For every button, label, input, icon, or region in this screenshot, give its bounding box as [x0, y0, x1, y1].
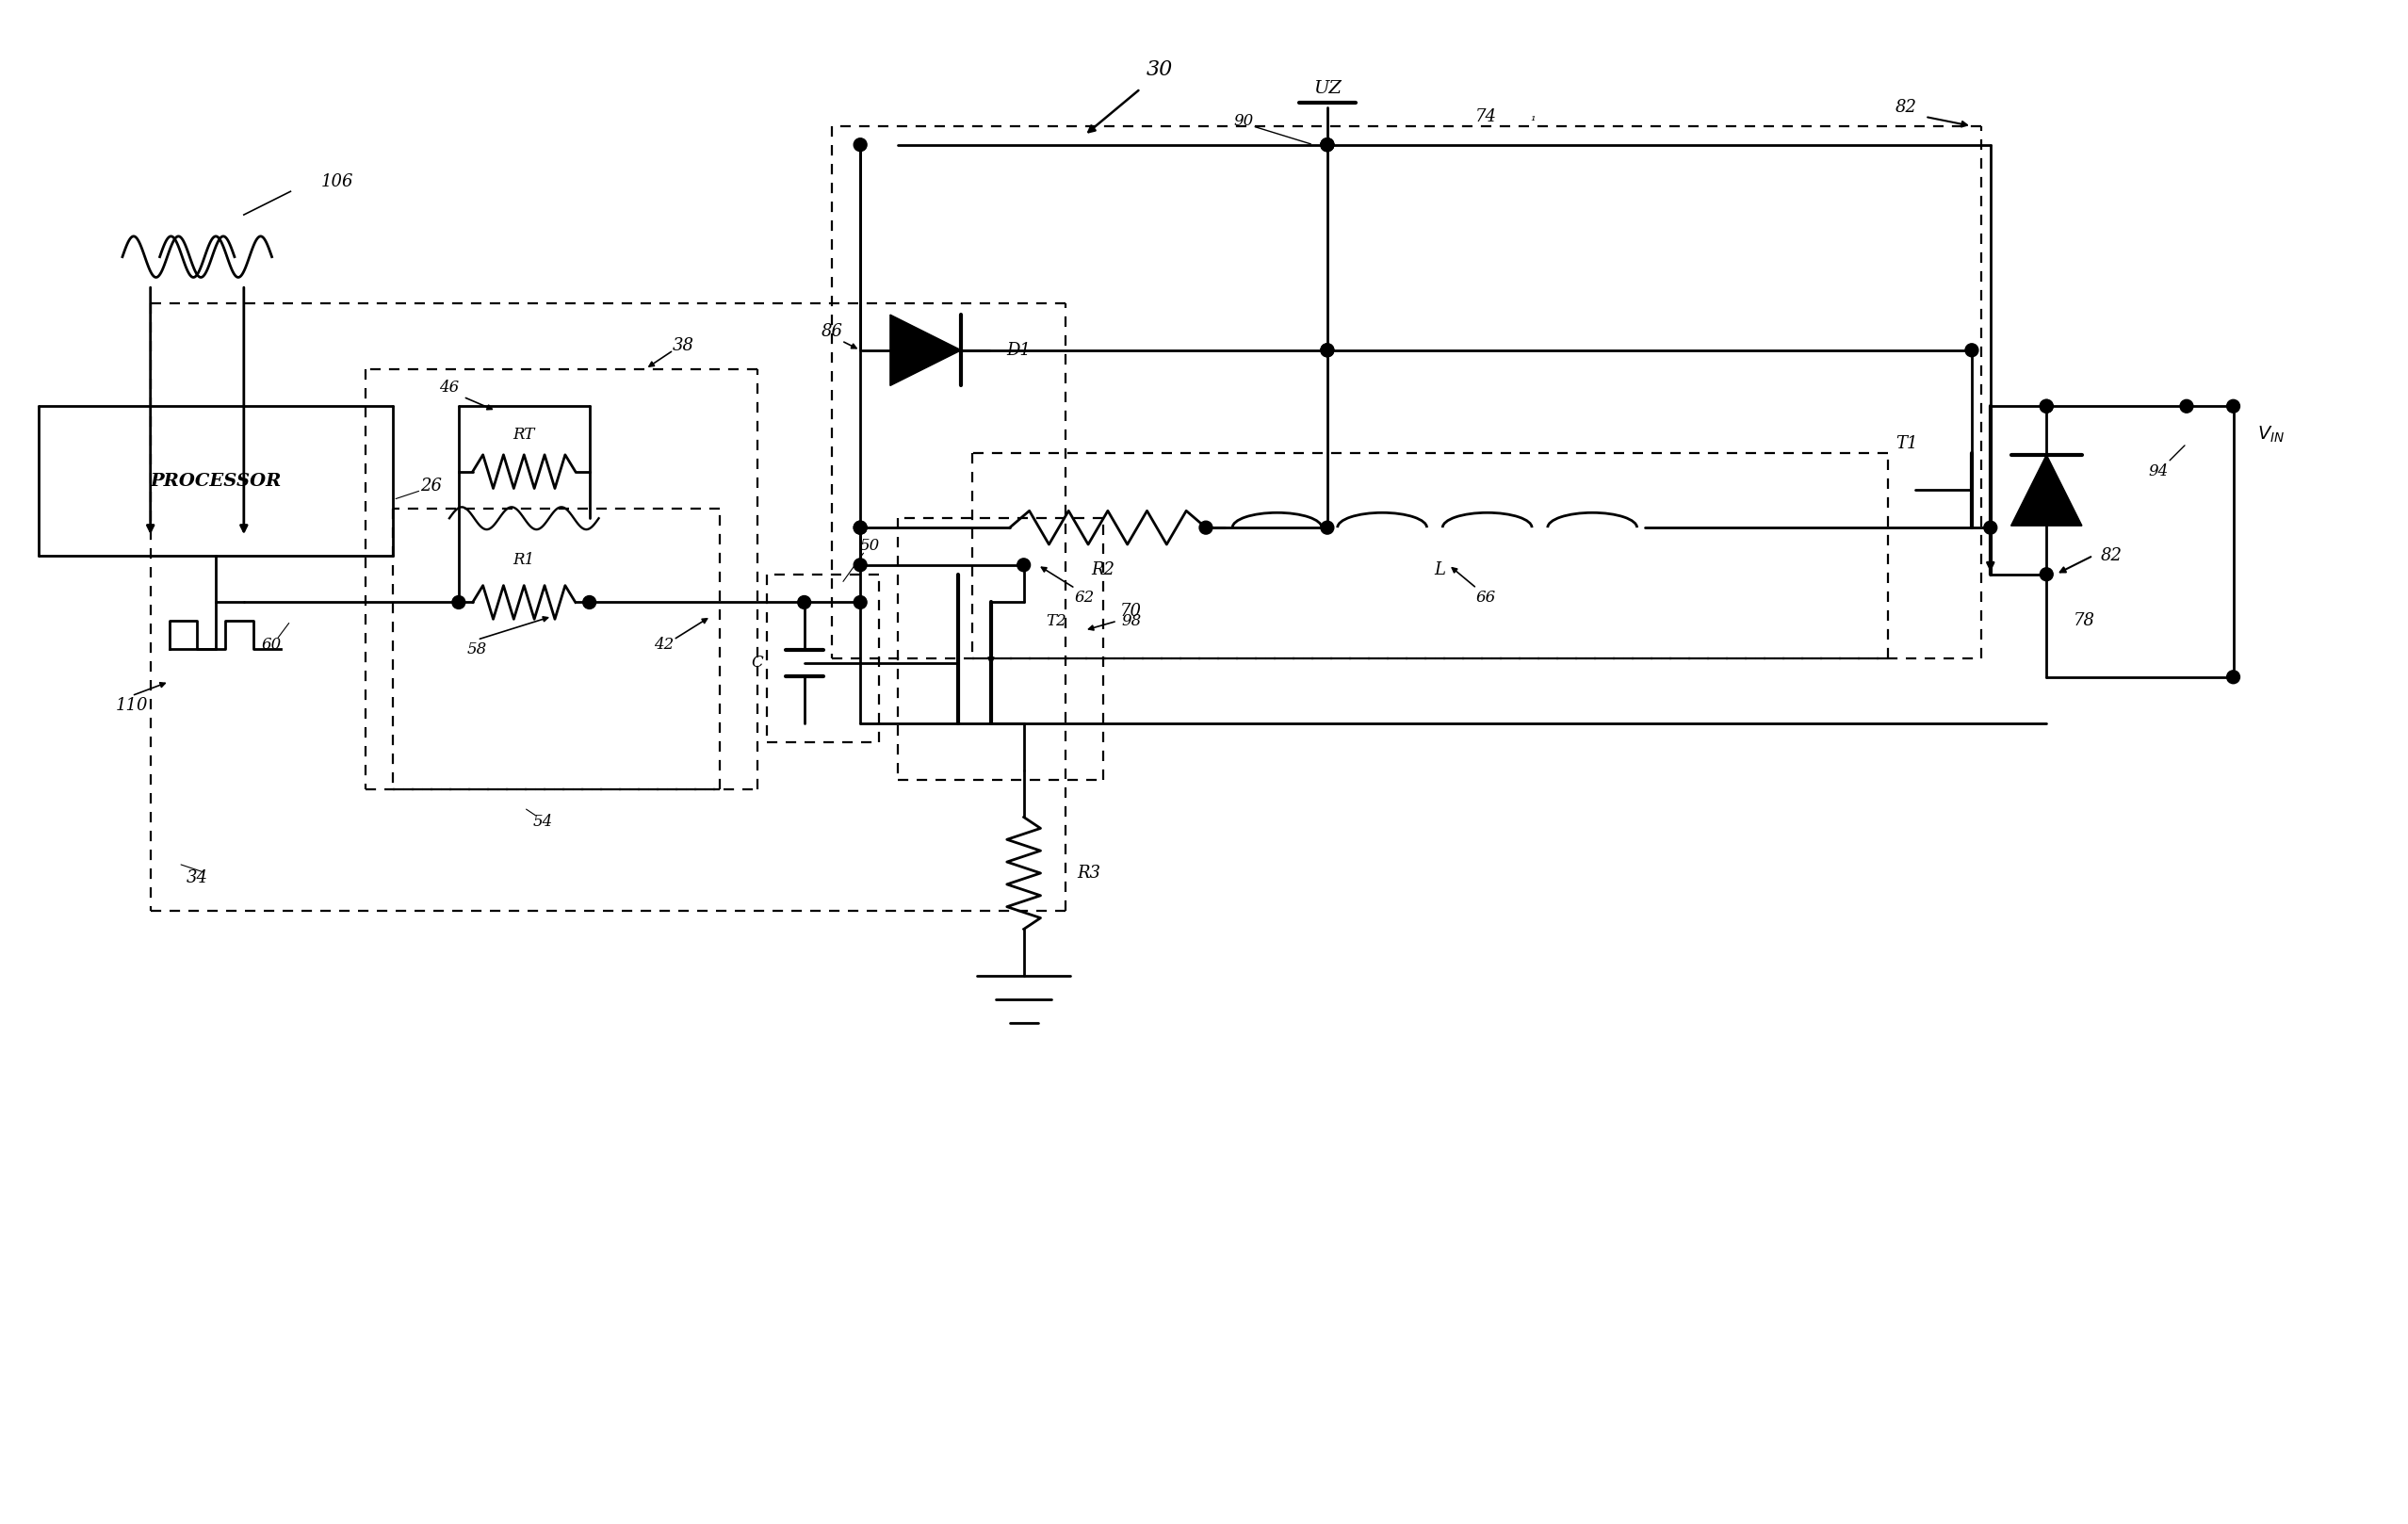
- Circle shape: [1016, 558, 1031, 572]
- Circle shape: [2040, 568, 2054, 581]
- Text: D1: D1: [1007, 341, 1031, 358]
- Text: 78: 78: [2073, 613, 2095, 629]
- Text: UZ: UZ: [1312, 81, 1341, 98]
- Circle shape: [2040, 399, 2054, 413]
- Circle shape: [1320, 139, 1334, 151]
- Circle shape: [1199, 521, 1211, 533]
- Text: 90: 90: [1233, 113, 1252, 130]
- Circle shape: [1320, 343, 1334, 357]
- Text: 60: 60: [262, 637, 282, 652]
- Text: $V_{IN}$: $V_{IN}$: [2256, 424, 2285, 445]
- Text: 62: 62: [1074, 590, 1096, 605]
- Circle shape: [855, 521, 867, 533]
- Text: T1: T1: [1895, 434, 1917, 453]
- Text: 70: 70: [1120, 604, 1141, 620]
- Text: T2: T2: [1045, 613, 1067, 629]
- Text: RT: RT: [513, 427, 535, 442]
- Polygon shape: [891, 314, 961, 386]
- Circle shape: [797, 596, 811, 610]
- Circle shape: [855, 596, 867, 610]
- Text: 98: 98: [1122, 613, 1141, 629]
- Text: 58: 58: [467, 642, 486, 657]
- Circle shape: [2040, 399, 2054, 413]
- Text: PROCESSOR: PROCESSOR: [149, 472, 282, 489]
- Text: 86: 86: [821, 323, 843, 340]
- Circle shape: [1320, 521, 1334, 533]
- Text: 82: 82: [1895, 99, 1917, 116]
- Circle shape: [855, 521, 867, 533]
- Text: 30: 30: [1146, 59, 1173, 81]
- Circle shape: [1984, 521, 1996, 533]
- Text: C: C: [751, 655, 763, 671]
- Circle shape: [2227, 671, 2239, 684]
- Circle shape: [855, 558, 867, 572]
- Text: 50: 50: [860, 538, 879, 555]
- Text: R1: R1: [513, 552, 535, 568]
- Circle shape: [1320, 139, 1334, 151]
- Circle shape: [855, 139, 867, 151]
- Text: 82: 82: [2102, 547, 2124, 564]
- Text: 54: 54: [532, 814, 554, 829]
- Text: R2: R2: [1091, 561, 1115, 578]
- Text: 66: 66: [1476, 590, 1495, 605]
- Text: R3: R3: [1076, 864, 1100, 881]
- Circle shape: [453, 596, 465, 610]
- Text: 46: 46: [438, 379, 460, 396]
- Text: ₁: ₁: [1529, 110, 1536, 123]
- Circle shape: [1320, 139, 1334, 151]
- Text: 106: 106: [320, 174, 354, 190]
- Text: 34: 34: [185, 869, 207, 887]
- Text: 38: 38: [672, 337, 694, 354]
- Text: 26: 26: [419, 477, 441, 494]
- Circle shape: [1965, 343, 1979, 357]
- Text: 110: 110: [116, 696, 147, 713]
- Text: 74: 74: [1476, 108, 1498, 125]
- Text: 42: 42: [655, 637, 674, 652]
- Circle shape: [2179, 399, 2194, 413]
- Circle shape: [583, 596, 595, 610]
- Text: 94: 94: [2148, 463, 2170, 480]
- Text: L: L: [1433, 561, 1445, 578]
- Polygon shape: [2011, 454, 2083, 526]
- Circle shape: [2227, 399, 2239, 413]
- Circle shape: [1320, 343, 1334, 357]
